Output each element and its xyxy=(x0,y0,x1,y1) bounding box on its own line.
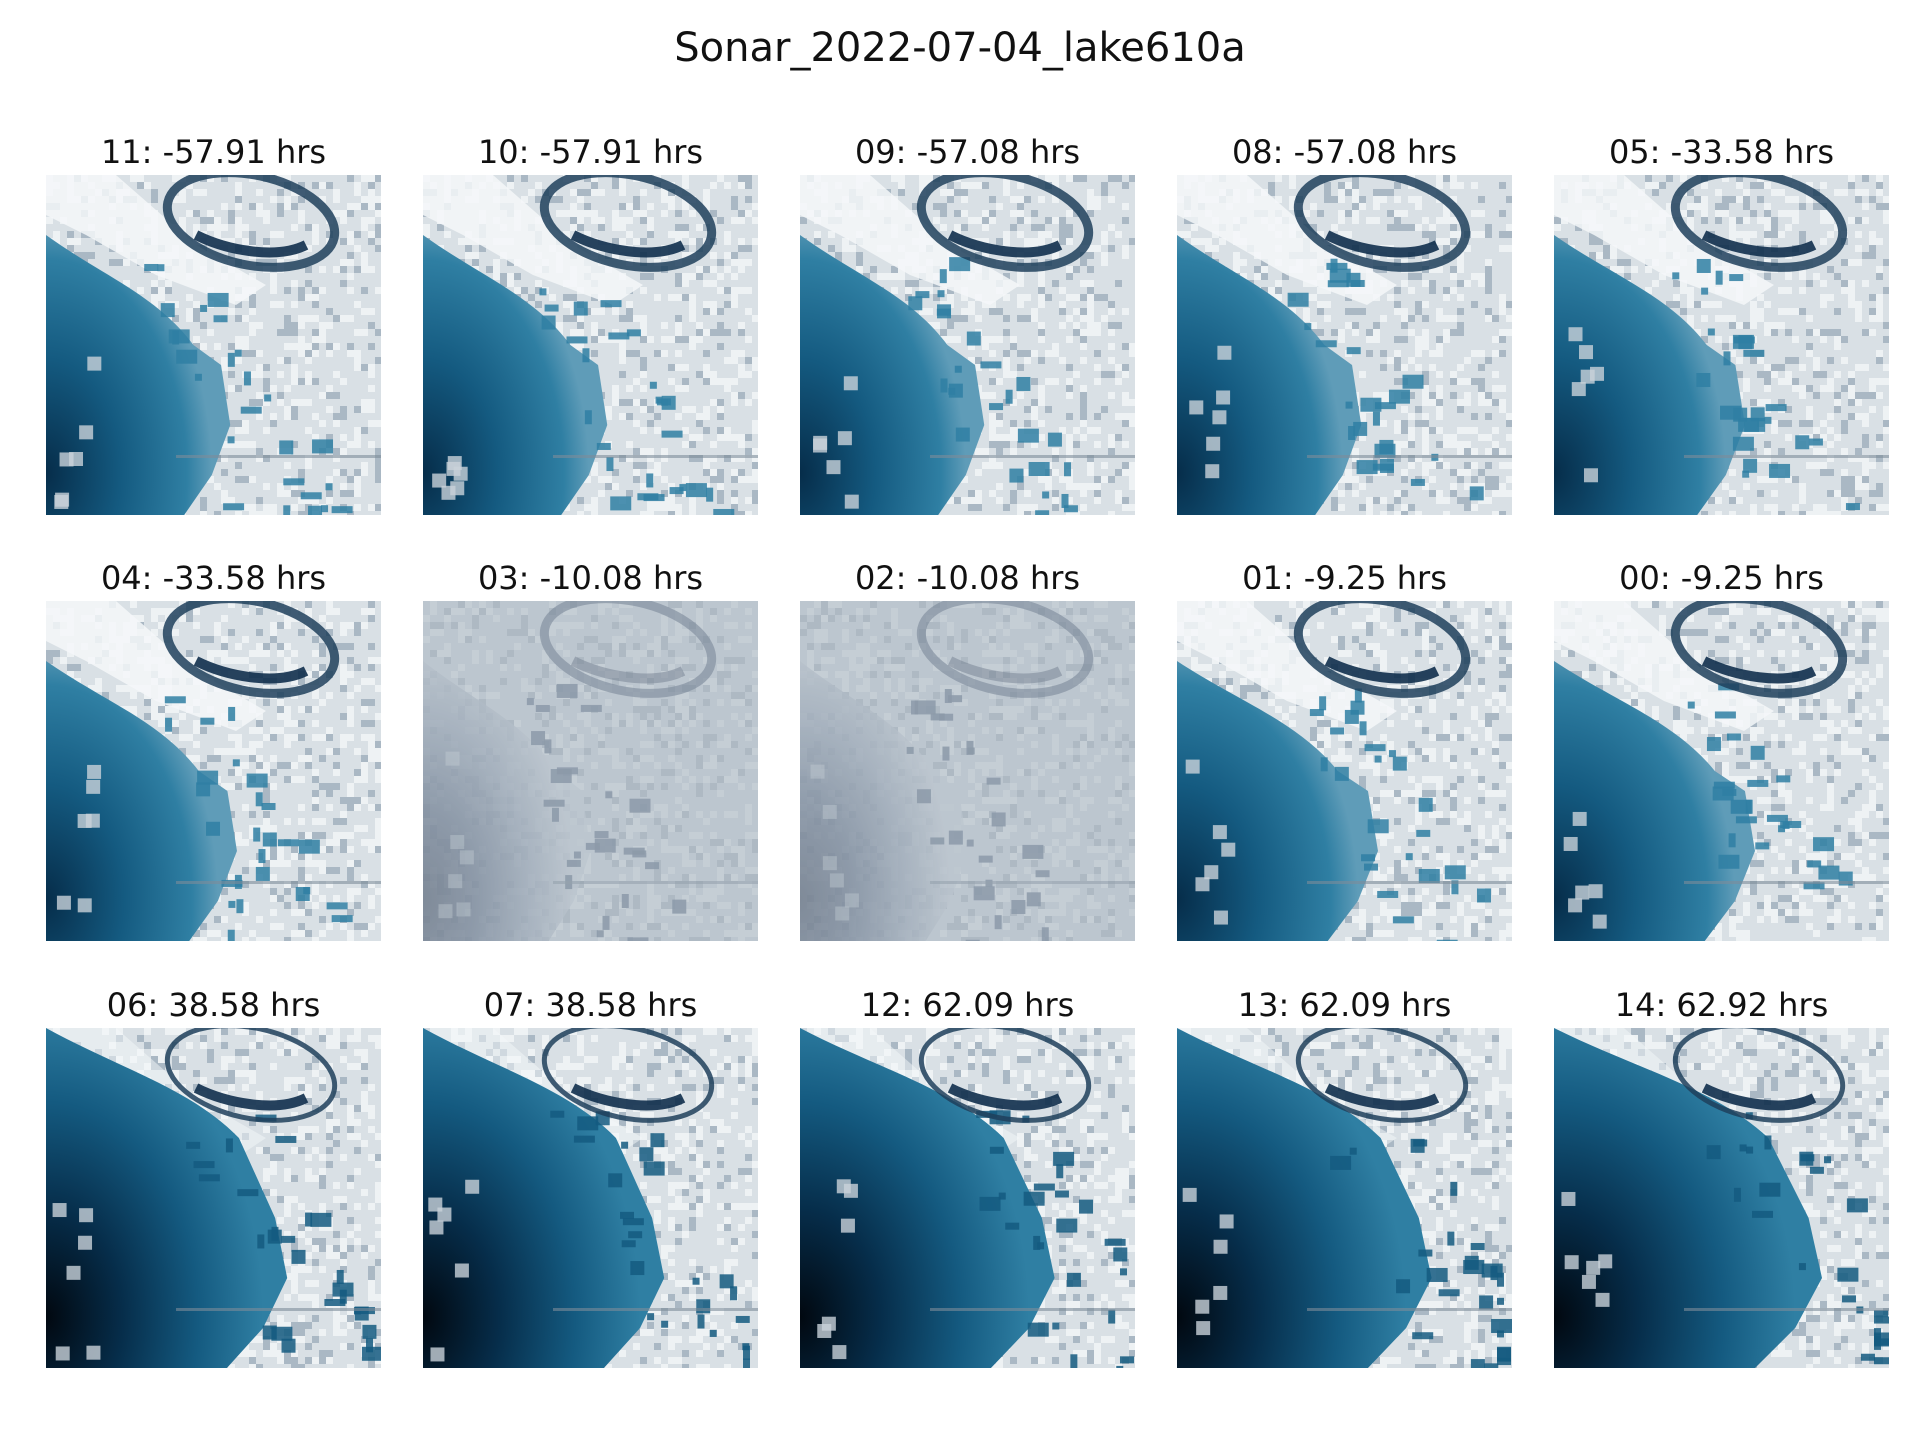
image-panel: 09: -57.08 hrs xyxy=(800,132,1135,515)
image-panel: 07: 38.58 hrs xyxy=(423,985,758,1368)
panel-label: 10: -57.91 hrs xyxy=(477,133,704,171)
panel-label: 06: 38.58 hrs xyxy=(106,986,321,1024)
image-panel: 02: -10.08 hrs xyxy=(800,558,1135,941)
image-panel: 14: 62.92 hrs xyxy=(1554,985,1889,1368)
satellite-image-tile xyxy=(1177,175,1512,515)
satellite-image-tile xyxy=(1177,601,1512,941)
satellite-image-tile xyxy=(800,175,1135,515)
figure-title: Sonar_2022-07-04_lake610a xyxy=(674,25,1246,71)
panel-label: 11: -57.91 hrs xyxy=(100,133,327,171)
panel-label: 04: -33.58 hrs xyxy=(100,559,327,597)
satellite-image-tile xyxy=(800,601,1135,941)
panel-label: 09: -57.08 hrs xyxy=(854,133,1081,171)
panel-label: 13: 62.09 hrs xyxy=(1237,986,1452,1024)
panel-label: 02: -10.08 hrs xyxy=(854,559,1081,597)
panel-label: 08: -57.08 hrs xyxy=(1231,133,1458,171)
image-panel: 08: -57.08 hrs xyxy=(1177,132,1512,515)
image-panel: 13: 62.09 hrs xyxy=(1177,985,1512,1368)
satellite-image-tile xyxy=(46,1028,381,1368)
satellite-image-tile xyxy=(800,1028,1135,1368)
panel-label: 01: -9.25 hrs xyxy=(1242,559,1447,597)
satellite-image-tile xyxy=(1177,1028,1512,1368)
satellite-image-tile xyxy=(423,175,758,515)
satellite-image-tile xyxy=(423,1028,758,1368)
satellite-image-tile xyxy=(1554,1028,1889,1368)
satellite-image-tile xyxy=(1554,601,1889,941)
image-panel: 04: -33.58 hrs xyxy=(46,558,381,941)
satellite-image-tile xyxy=(1554,175,1889,515)
panel-label: 14: 62.92 hrs xyxy=(1614,986,1829,1024)
panel-label: 05: -33.58 hrs xyxy=(1608,133,1835,171)
image-panel: 01: -9.25 hrs xyxy=(1177,558,1512,941)
panel-label: 07: 38.58 hrs xyxy=(483,986,698,1024)
image-panel: 05: -33.58 hrs xyxy=(1554,132,1889,515)
image-panel: 00: -9.25 hrs xyxy=(1554,558,1889,941)
panel-label: 12: 62.09 hrs xyxy=(860,986,1075,1024)
panel-label: 03: -10.08 hrs xyxy=(477,559,704,597)
image-panel: 11: -57.91 hrs xyxy=(46,132,381,515)
image-panel: 03: -10.08 hrs xyxy=(423,558,758,941)
panel-label: 00: -9.25 hrs xyxy=(1619,559,1824,597)
image-panel: 10: -57.91 hrs xyxy=(423,132,758,515)
satellite-image-tile xyxy=(46,175,381,515)
image-panel: 12: 62.09 hrs xyxy=(800,985,1135,1368)
image-panel: 06: 38.58 hrs xyxy=(46,985,381,1368)
satellite-image-tile xyxy=(46,601,381,941)
satellite-image-tile xyxy=(423,601,758,941)
